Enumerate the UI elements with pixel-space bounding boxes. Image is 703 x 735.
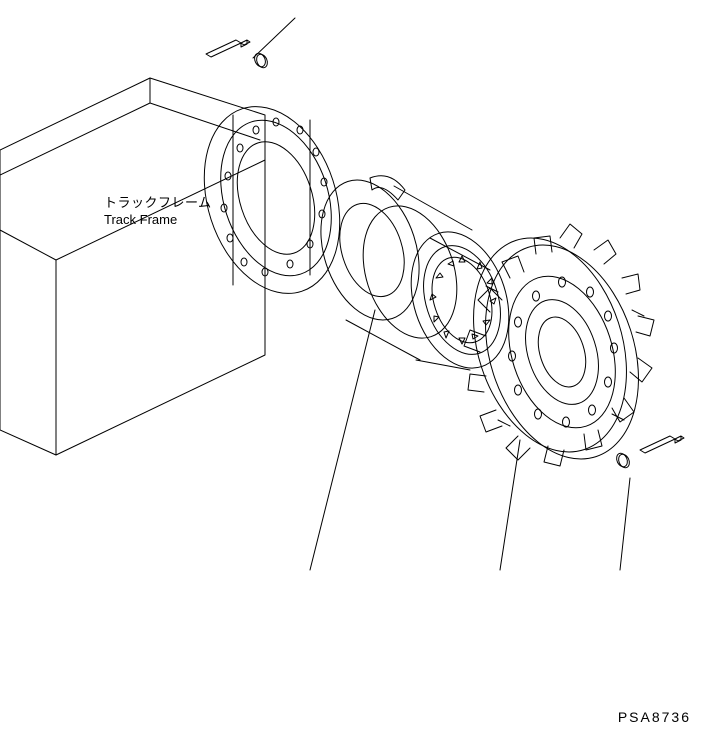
upper-bolt (206, 40, 269, 69)
track-frame-label-jp: トラックフレーム (104, 195, 212, 212)
sprocket (448, 218, 665, 479)
track-frame-label-en: Track Frame (104, 212, 212, 229)
track-frame-box (0, 78, 265, 455)
lower-bolt (615, 436, 684, 469)
track-frame-label: トラックフレーム Track Frame (104, 195, 212, 229)
technical-drawing (0, 0, 703, 735)
travel-motor (304, 167, 525, 380)
callout-lines (253, 18, 630, 570)
diagram-canvas: トラックフレーム Track Frame PSA8736 (0, 0, 703, 735)
reference-code: PSA8736 (618, 709, 691, 725)
